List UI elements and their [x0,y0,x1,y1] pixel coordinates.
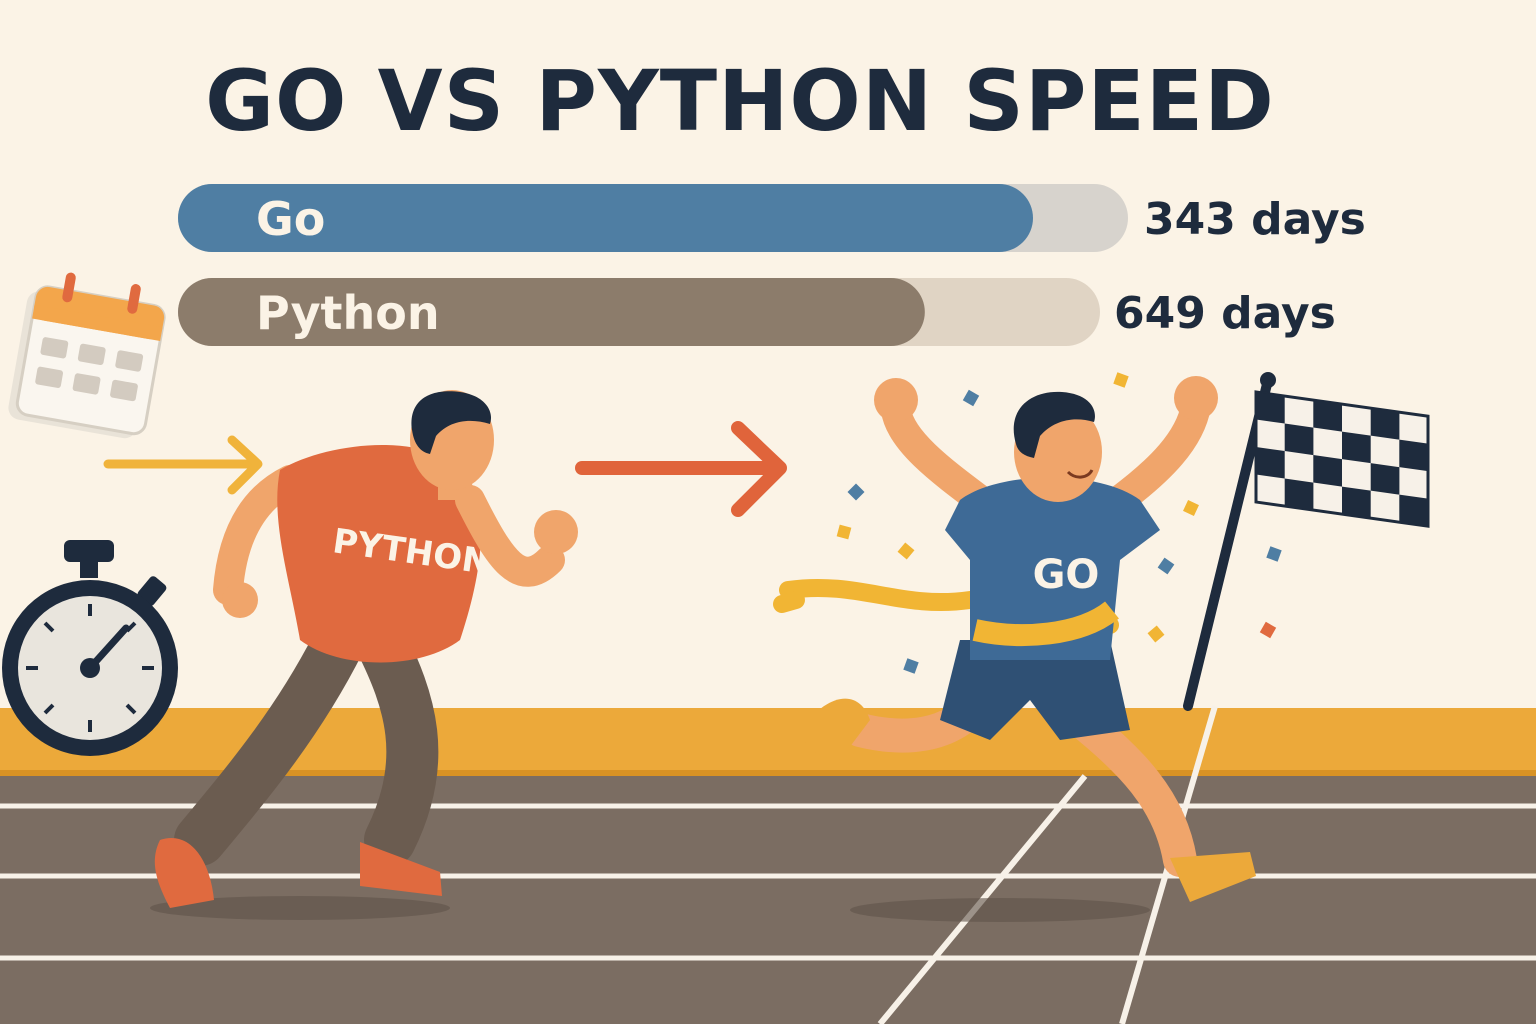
stopwatch-icon [2,540,178,756]
bar-label-go: Go [256,192,325,246]
calendar-icon [8,272,166,439]
checkered-flag-icon [1183,372,1430,711]
go-shirt-label: GO [1033,552,1100,598]
bar-label-python: Python [256,286,440,340]
arrow-icon [575,421,787,517]
python-runner: PYTHON [150,390,578,920]
speed-bar-chart: Go 343 days Python 649 days [178,184,1366,346]
value-label-python: 649 days [1114,288,1336,339]
bar-go [178,184,1033,252]
go-runner: GO [800,376,1256,922]
arrow-icon [103,435,263,495]
bar-python [178,278,925,346]
confetti [836,372,1282,674]
page-title: GO VS PYTHON SPEED [205,52,1275,150]
value-label-go: 343 days [1144,194,1366,245]
